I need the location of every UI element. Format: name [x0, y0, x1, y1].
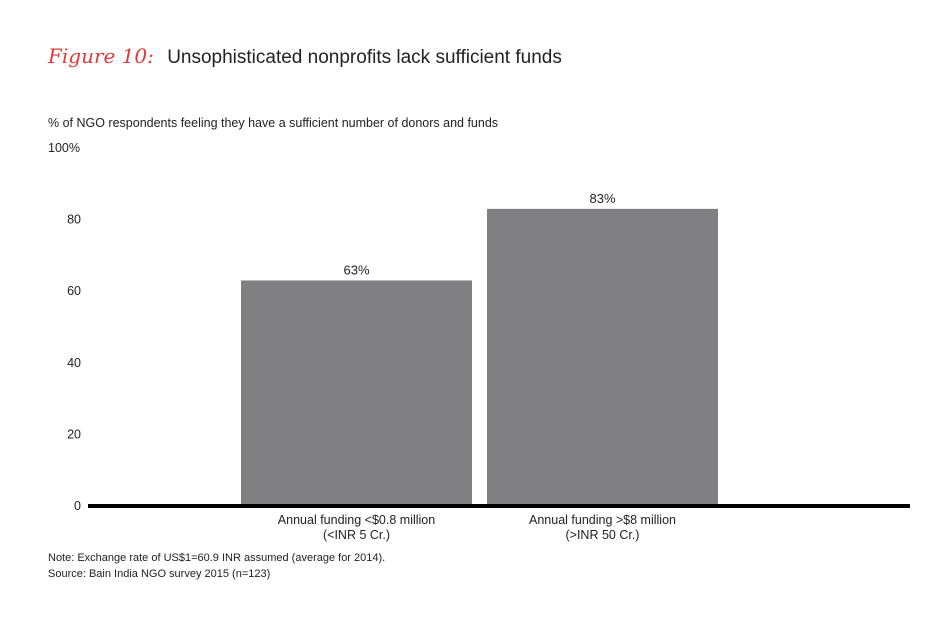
y-tick-label: 40: [67, 356, 81, 370]
y-tick-label: 60: [67, 284, 81, 298]
x-category-label: (>INR 50 Cr.): [566, 528, 640, 542]
footnote-source: Source: Bain India NGO survey 2015 (n=12…: [48, 568, 271, 580]
bar-data-label: 83%: [589, 191, 615, 206]
x-category-label: (<INR 5 Cr.): [323, 528, 390, 542]
chart-subtitle: % of NGO respondents feeling they have a…: [48, 116, 499, 130]
footnote-note: Note: Exchange rate of US$1=60.9 INR ass…: [48, 552, 386, 564]
y-tick-label: 100%: [48, 141, 80, 155]
y-tick-label: 20: [67, 427, 81, 441]
x-category-label: Annual funding >$8 million: [529, 513, 676, 527]
y-tick-label: 80: [67, 213, 81, 227]
figure-label: Figure 10:: [48, 44, 154, 68]
figure-title: Figure 10: Unsophisticated nonprofits la…: [48, 44, 562, 69]
bar: [487, 208, 718, 507]
y-tick-label: 0: [74, 499, 81, 513]
bar: [241, 280, 472, 506]
bar-data-label: 63%: [343, 262, 369, 277]
figure-title-text: Unsophisticated nonprofits lack sufficie…: [167, 47, 562, 68]
x-category-label: Annual funding <$0.8 million: [278, 513, 435, 527]
